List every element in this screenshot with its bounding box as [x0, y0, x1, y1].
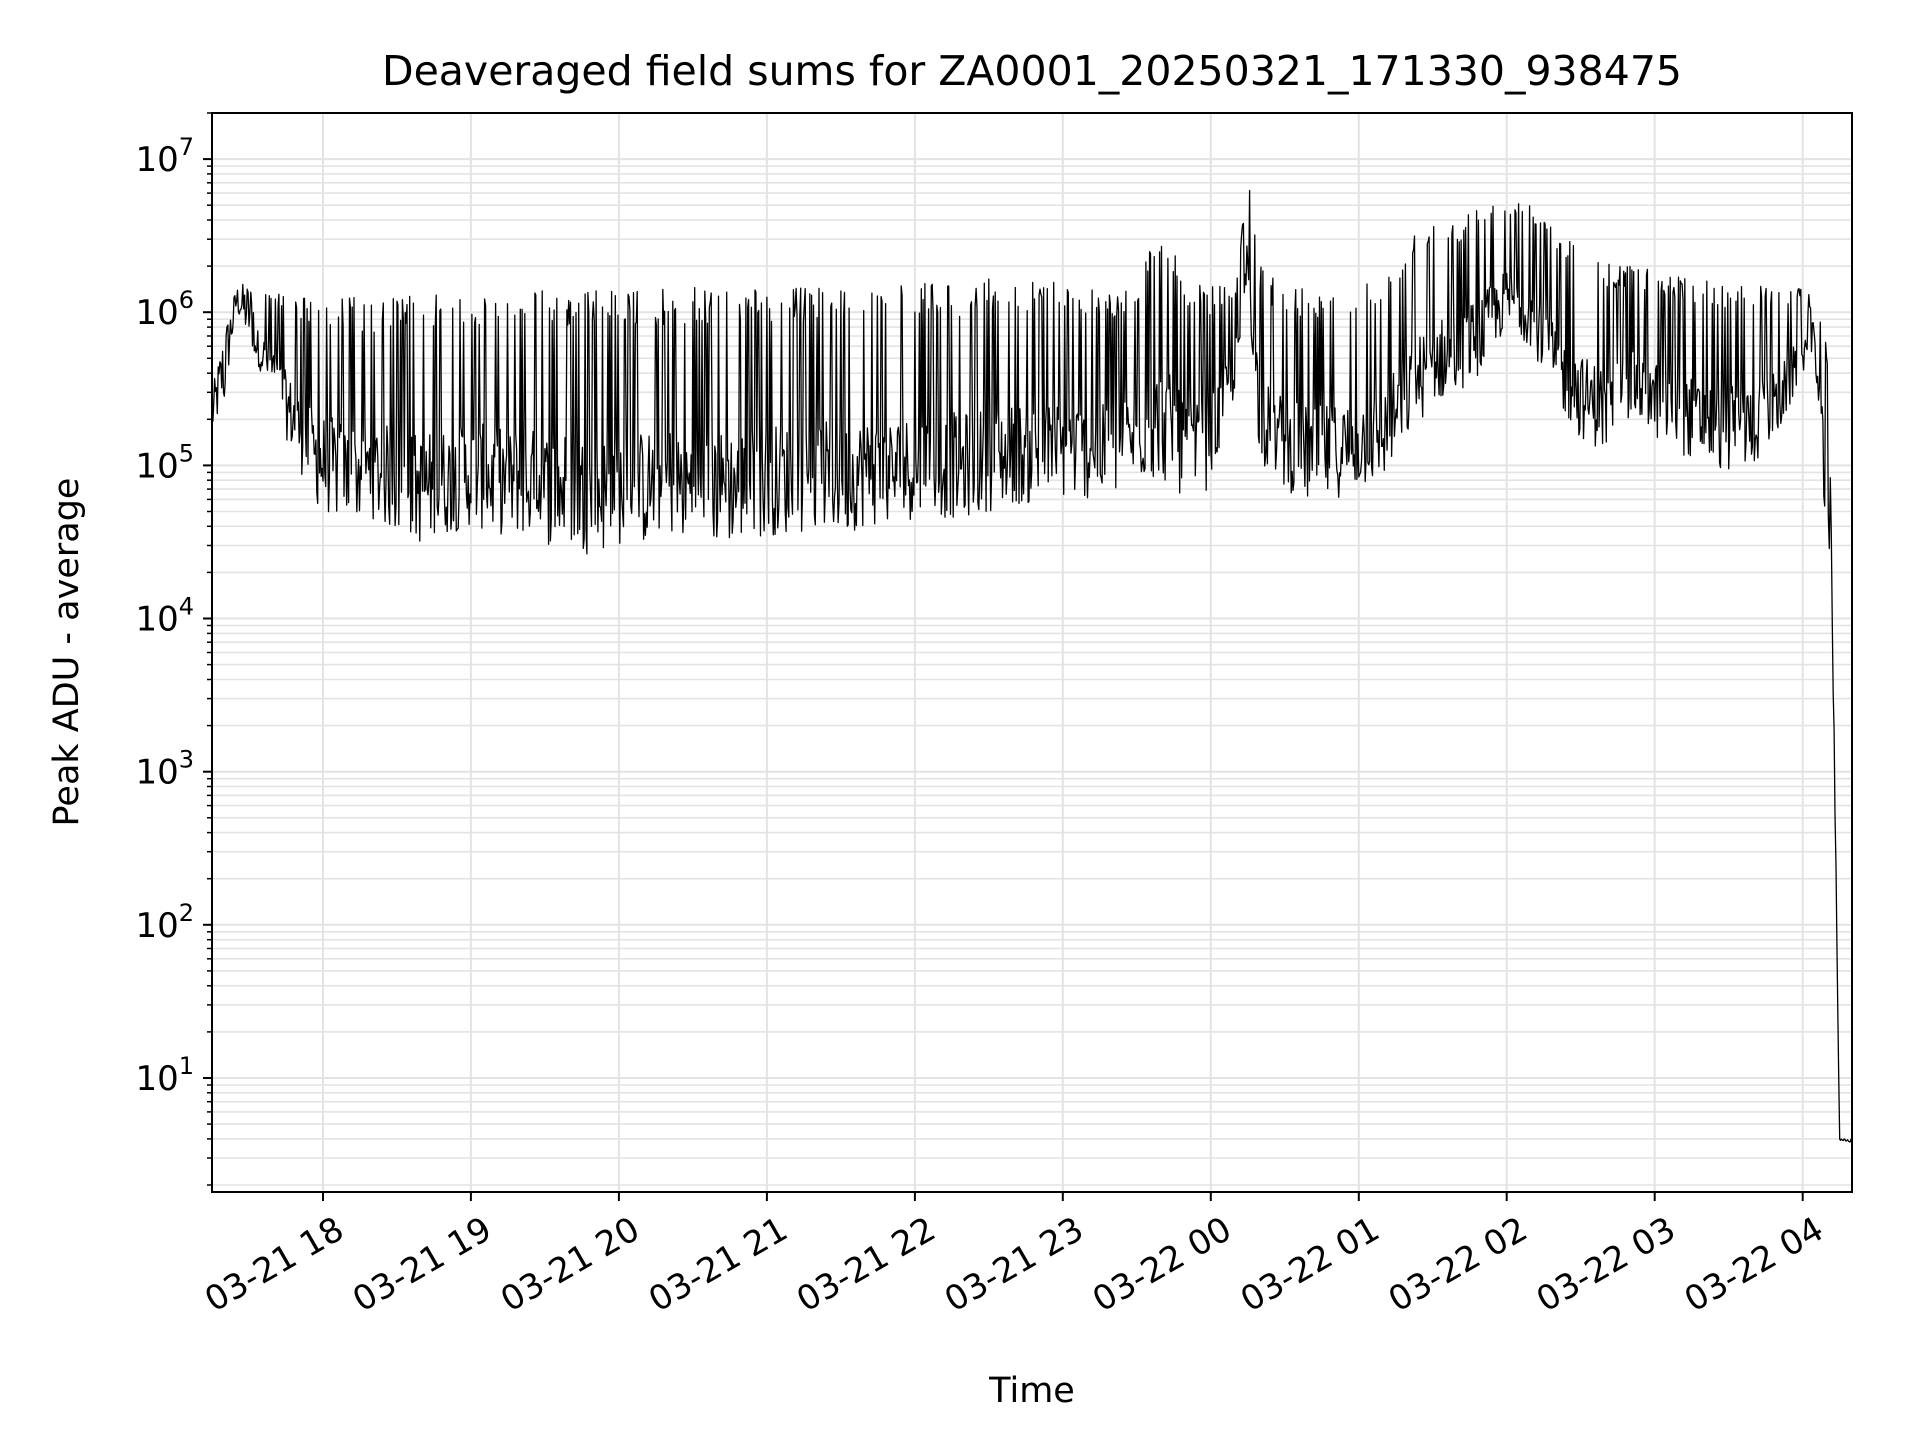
- x-axis-label: Time: [988, 1371, 1075, 1411]
- x-tick-label: 03-22 01: [1234, 1209, 1386, 1320]
- y-tick-label: 105: [135, 439, 194, 486]
- x-tick-label: 03-22 04: [1678, 1209, 1830, 1320]
- x-tick-label: 03-21 21: [642, 1209, 794, 1320]
- y-tick-label: 104: [135, 593, 194, 640]
- y-tick-label: 101: [135, 1052, 194, 1099]
- chart-title: Deaveraged field sums for ZA0001_2025032…: [382, 47, 1682, 95]
- x-tick-label: 03-22 03: [1530, 1209, 1682, 1320]
- x-tick-label: 03-21 18: [198, 1209, 350, 1320]
- y-tick-label: 106: [135, 286, 194, 333]
- x-tick-label: 03-22 02: [1382, 1209, 1534, 1320]
- y-tick-label: 102: [135, 899, 194, 946]
- x-tick-label: 03-21 23: [938, 1209, 1090, 1320]
- y-axis: 101 102 103 104 105 106 107: [135, 112, 212, 1186]
- x-tick-label: 03-21 19: [346, 1209, 498, 1320]
- y-tick-label: 103: [135, 746, 194, 793]
- x-tick-label: 03-21 22: [790, 1209, 942, 1320]
- x-tick-label: 03-21 20: [494, 1209, 646, 1320]
- y-axis-label: Peak ADU - average: [47, 478, 87, 827]
- grid-lines: [212, 112, 1852, 1192]
- series-line: [211, 189, 1853, 1143]
- x-tick-label: 03-22 00: [1086, 1209, 1238, 1320]
- data-series: [211, 189, 1853, 1143]
- y-tick-label: 107: [135, 133, 194, 180]
